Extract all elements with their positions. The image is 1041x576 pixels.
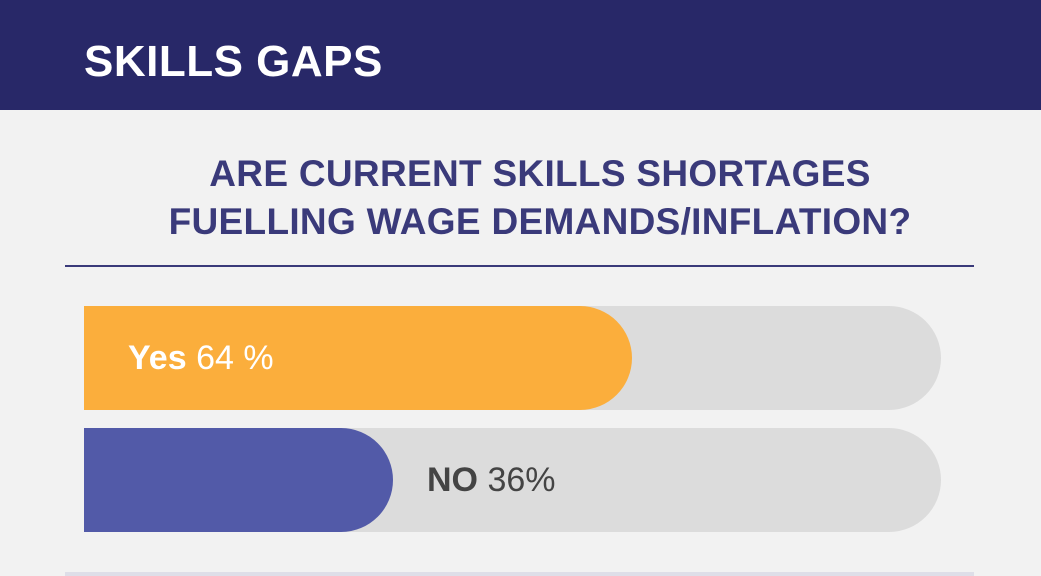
bottom-border xyxy=(65,572,974,576)
category-label-yes: Yes xyxy=(128,339,187,377)
question-line-2: FUELLING WAGE DEMANDS/INFLATION? xyxy=(168,201,912,242)
bar-no xyxy=(84,428,393,532)
header-banner: SKILLS GAPS xyxy=(0,0,1041,110)
divider-line xyxy=(65,265,974,267)
bar-track-no: NO 36% xyxy=(84,428,941,532)
bar-track-yes: Yes 64 % xyxy=(84,306,941,410)
bar-label-yes: Yes 64 % xyxy=(128,306,274,410)
bar-yes xyxy=(84,306,632,410)
value-label-no: 36% xyxy=(487,461,556,499)
question-heading: ARE CURRENT SKILLS SHORTAGES FUELLING WA… xyxy=(40,150,1040,246)
page-title: SKILLS GAPS xyxy=(84,37,383,86)
bar-label-no: NO 36% xyxy=(427,428,556,532)
category-label-no: NO xyxy=(427,461,478,499)
value-label-yes: 64 % xyxy=(196,339,274,377)
question-line-1: ARE CURRENT SKILLS SHORTAGES xyxy=(209,153,871,194)
